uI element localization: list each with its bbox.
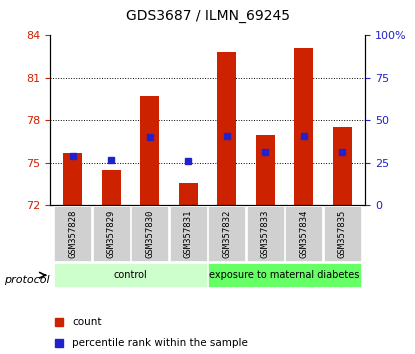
Text: protocol: protocol [4,275,50,285]
FancyBboxPatch shape [54,206,91,261]
Text: GSM357829: GSM357829 [107,210,116,258]
FancyBboxPatch shape [93,206,130,261]
Text: GSM357833: GSM357833 [261,210,270,258]
Bar [102,170,121,205]
Bar [217,52,237,205]
Text: GSM357828: GSM357828 [68,210,77,258]
Bar [140,96,159,205]
Text: GSM357830: GSM357830 [145,210,154,258]
Bar [256,135,275,205]
Text: GSM357834: GSM357834 [299,210,308,258]
Bar [178,183,198,205]
Text: exposure to maternal diabetes: exposure to maternal diabetes [209,270,360,280]
Bar [332,127,352,205]
FancyBboxPatch shape [208,263,361,287]
FancyBboxPatch shape [247,206,284,261]
FancyBboxPatch shape [131,206,168,261]
FancyBboxPatch shape [170,206,207,261]
Text: count: count [72,317,101,327]
FancyBboxPatch shape [285,206,322,261]
Text: percentile rank within the sample: percentile rank within the sample [72,338,248,348]
Text: GDS3687 / ILMN_69245: GDS3687 / ILMN_69245 [125,9,290,23]
FancyBboxPatch shape [324,206,361,261]
FancyBboxPatch shape [54,263,207,287]
Text: GSM357832: GSM357832 [222,210,231,258]
Bar [294,48,313,205]
FancyBboxPatch shape [208,206,245,261]
Text: GSM357835: GSM357835 [338,210,347,258]
Text: control: control [114,270,147,280]
Text: GSM357831: GSM357831 [184,210,193,258]
Bar [63,153,83,205]
